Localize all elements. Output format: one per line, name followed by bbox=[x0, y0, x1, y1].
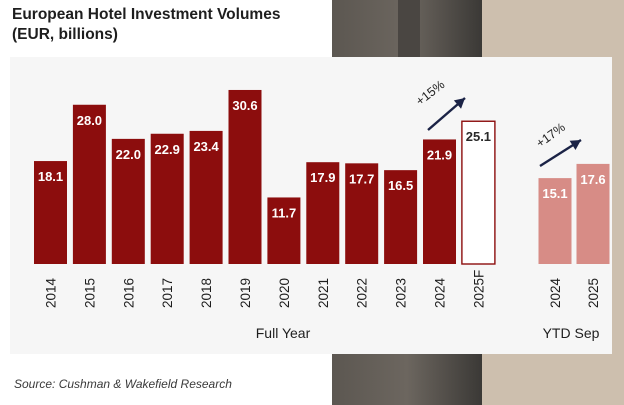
growth-arrow-ytd-head bbox=[569, 140, 581, 151]
tick-label-fy-2019: 2019 bbox=[238, 278, 253, 308]
chart-title-line1: European Hotel Investment Volumes bbox=[12, 6, 281, 23]
bar-fy-2022 bbox=[345, 163, 379, 264]
value-labels-layer: 18.1 28.0 22.0 22.9 23.4 30.6 11.7 17.9 17.7 16.5… bbox=[38, 98, 606, 220]
tick-label-fy-2022: 2022 bbox=[355, 278, 370, 308]
tick-label-fy-2024: 2024 bbox=[433, 277, 448, 308]
chart-title: European Hotel Investment Volumes (EUR, … bbox=[12, 5, 342, 45]
value-label-fy-2018: 23.4 bbox=[193, 139, 219, 154]
value-label-fy-2021: 17.9 bbox=[310, 170, 335, 185]
bar-fy-2016 bbox=[111, 138, 145, 264]
bar-fy-2020 bbox=[267, 197, 301, 264]
tick-label-fy-2017: 2017 bbox=[160, 278, 175, 308]
group-label-full-year: Full Year bbox=[256, 325, 311, 341]
value-label-fy-2017: 22.9 bbox=[155, 142, 180, 157]
tick-label-fy-2014: 2014 bbox=[44, 277, 59, 308]
bar-fy-2019 bbox=[228, 89, 262, 265]
value-label-fy-2016: 22.0 bbox=[116, 147, 141, 162]
value-label-fy-2024: 21.9 bbox=[427, 147, 452, 162]
value-label-fy-2019: 30.6 bbox=[232, 98, 257, 113]
tick-label-ytd-2025: 2025 bbox=[586, 278, 601, 308]
value-label-fy-2015: 28.0 bbox=[77, 113, 102, 128]
bar-fy-2018 bbox=[189, 130, 223, 264]
bar-ytd-2025 bbox=[576, 163, 610, 264]
bar-fy-2014 bbox=[34, 161, 67, 264]
bar-fy-2015 bbox=[72, 104, 106, 264]
group-label-ytd-sep: YTD Sep bbox=[543, 325, 600, 341]
growth-annotation-ytd: +17% bbox=[534, 120, 568, 150]
source-note: Source: Cushman & Wakefield Research bbox=[14, 377, 232, 391]
value-label-fy-2023: 16.5 bbox=[388, 178, 413, 193]
value-label-fy-2020: 11.7 bbox=[272, 205, 297, 220]
tick-label-fy-2020: 2020 bbox=[277, 278, 292, 308]
bar-fy-2017 bbox=[150, 133, 184, 264]
bars-layer bbox=[34, 89, 610, 265]
value-label-ytd-2025: 17.6 bbox=[580, 172, 605, 187]
chart-title-line2: (EUR, billions) bbox=[12, 26, 118, 43]
tick-labels-layer: 2014 2015 2016 2017 2018 2019 2020 2021 2022 2023… bbox=[44, 270, 602, 308]
bar-fy-2024 bbox=[423, 139, 456, 264]
tick-label-fy-2018: 2018 bbox=[199, 278, 214, 308]
value-label-ytd-2024: 15.1 bbox=[542, 186, 567, 201]
value-label-fy-2014: 18.1 bbox=[38, 169, 63, 184]
tick-label-fy-2021: 2021 bbox=[316, 278, 331, 308]
bar-fy-2023 bbox=[384, 170, 418, 264]
growth-annotation-full-year: +15% bbox=[413, 77, 447, 108]
tick-label-fy-2023: 2023 bbox=[394, 278, 409, 308]
bar-ytd-2024 bbox=[538, 178, 572, 264]
bar-fy-2025f bbox=[461, 120, 496, 265]
tick-label-fy-2025f: 2025F bbox=[471, 270, 486, 308]
growth-arrow-full-year-head bbox=[453, 98, 465, 109]
group-labels-layer: Full Year YTD Sep bbox=[256, 325, 600, 341]
value-label-fy-2025f: 25.1 bbox=[466, 129, 491, 144]
bar-fy-2021 bbox=[306, 162, 340, 264]
value-label-fy-2022: 17.7 bbox=[349, 171, 374, 186]
tick-label-ytd-2024: 2024 bbox=[548, 277, 563, 308]
tick-label-fy-2016: 2016 bbox=[121, 278, 136, 308]
tick-label-fy-2015: 2015 bbox=[82, 278, 97, 308]
